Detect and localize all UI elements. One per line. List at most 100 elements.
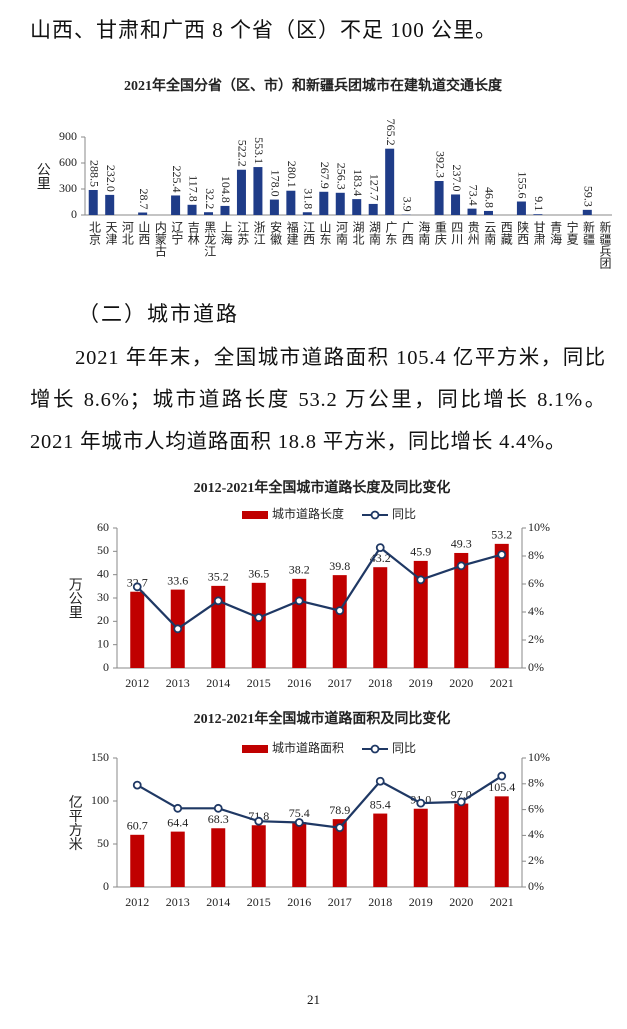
legend-label: 同比 [392, 507, 416, 521]
x-tick-label: 陕西 [516, 220, 530, 245]
value-label: 237.0 [450, 164, 464, 191]
y2-tick-label: 10% [528, 520, 550, 534]
y2-tick-label: 10% [528, 750, 550, 764]
bar [368, 203, 378, 215]
bar [373, 813, 388, 887]
x-tick-label: 广西 [400, 221, 414, 245]
y2-tick-label: 0% [528, 879, 544, 893]
bar [171, 195, 181, 215]
x-tick-label: 新疆兵团 [598, 220, 612, 270]
legend-swatch [242, 511, 268, 519]
line-marker [456, 561, 466, 571]
value-label: 256.3 [335, 163, 349, 190]
value-label: 78.9 [329, 803, 350, 817]
x-tick-label: 海南 [417, 220, 431, 245]
x-tick-label: 2015 [247, 676, 271, 690]
y-tick-label: 20 [97, 613, 109, 627]
line-marker [213, 803, 223, 813]
x-tick-label: 2014 [206, 895, 230, 909]
value-label: 73.4 [466, 185, 480, 206]
section-heading: （二）城市道路 [78, 302, 239, 326]
x-tick-label: 2016 [287, 676, 311, 690]
bar [451, 194, 461, 215]
value-label: 232.0 [104, 165, 118, 192]
x-tick-label: 重庆 [433, 221, 447, 245]
line-marker [497, 771, 507, 781]
bar [105, 194, 115, 215]
bar [335, 192, 345, 215]
x-tick-label: 2019 [409, 676, 433, 690]
chart-title: 2021年全国分省（区、市）和新疆兵团城市在建轨道交通长度 [124, 77, 503, 94]
bar [204, 212, 214, 215]
x-tick-label: 河北 [120, 221, 134, 246]
x-tick-label: 天津 [104, 221, 118, 245]
x-tick-label: 黑龙江 [203, 221, 217, 257]
line-marker [416, 575, 426, 585]
value-label: 45.9 [410, 545, 431, 559]
value-label: 64.4 [167, 815, 188, 829]
bar [533, 214, 543, 215]
bar [467, 208, 477, 215]
x-tick-label: 吉林 [186, 221, 200, 245]
x-tick-label: 河南 [335, 221, 349, 245]
x-tick-label: 2021 [490, 895, 514, 909]
bar [332, 575, 347, 668]
y-tick-label: 100 [91, 793, 109, 807]
y-tick-label: 900 [59, 129, 77, 143]
x-tick-label: 湖南 [367, 220, 381, 245]
bar [319, 191, 329, 215]
value-label: 28.7 [137, 189, 151, 210]
value-label: 39.8 [329, 559, 350, 573]
value-label: 32.2 [203, 188, 217, 209]
x-tick-label: 广东 [384, 221, 398, 245]
value-label: 117.8 [186, 175, 200, 202]
bar [582, 209, 592, 215]
y-tick-label: 600 [59, 155, 77, 169]
value-label: 46.8 [483, 187, 497, 208]
y2-tick-label: 0% [528, 660, 544, 674]
bar [434, 181, 444, 215]
y2-tick-label: 6% [528, 801, 544, 815]
x-tick-label: 2020 [449, 676, 473, 690]
x-tick-label: 2013 [166, 895, 190, 909]
value-label: 522.2 [236, 140, 250, 167]
x-tick-label: 福建 [285, 220, 299, 246]
x-tick-label: 新疆 [582, 220, 596, 245]
value-label: 3.9 [400, 197, 414, 212]
y-tick-label: 0 [71, 207, 77, 221]
value-label: 33.6 [167, 573, 188, 587]
value-label: 35.2 [208, 570, 229, 584]
bar [130, 591, 145, 668]
line-marker [254, 816, 264, 826]
bar [269, 199, 279, 215]
x-tick-label: 2020 [449, 895, 473, 909]
legend-swatch [242, 745, 268, 753]
legend-marker [370, 510, 380, 520]
line-marker [335, 606, 345, 615]
value-label: 553.1 [252, 137, 266, 164]
bar [211, 585, 226, 668]
line-marker [456, 797, 466, 807]
bar [385, 148, 395, 215]
bar [494, 796, 509, 887]
x-tick-label: 2015 [247, 895, 271, 909]
y-tick-label: 10 [97, 636, 109, 650]
y2-tick-label: 2% [528, 853, 544, 867]
value-label: 765.2 [384, 119, 398, 146]
value-label: 392.3 [433, 151, 447, 178]
y-axis-label: 万公里 [67, 577, 83, 619]
x-tick-label: 山西 [137, 221, 151, 245]
x-tick-label: 2012 [125, 676, 149, 690]
x-tick-label: 贵州 [466, 221, 480, 245]
x-tick-label: 2017 [328, 895, 352, 909]
y-tick-label: 50 [97, 836, 109, 850]
bar [170, 831, 185, 887]
legend-marker [370, 744, 380, 754]
line-marker [335, 823, 345, 833]
page-number: 21 [307, 992, 320, 1007]
line-marker [416, 798, 426, 808]
value-label: 225.4 [170, 165, 184, 192]
value-label: 104.8 [219, 176, 233, 203]
bar [413, 560, 428, 668]
line-marker [375, 543, 385, 552]
